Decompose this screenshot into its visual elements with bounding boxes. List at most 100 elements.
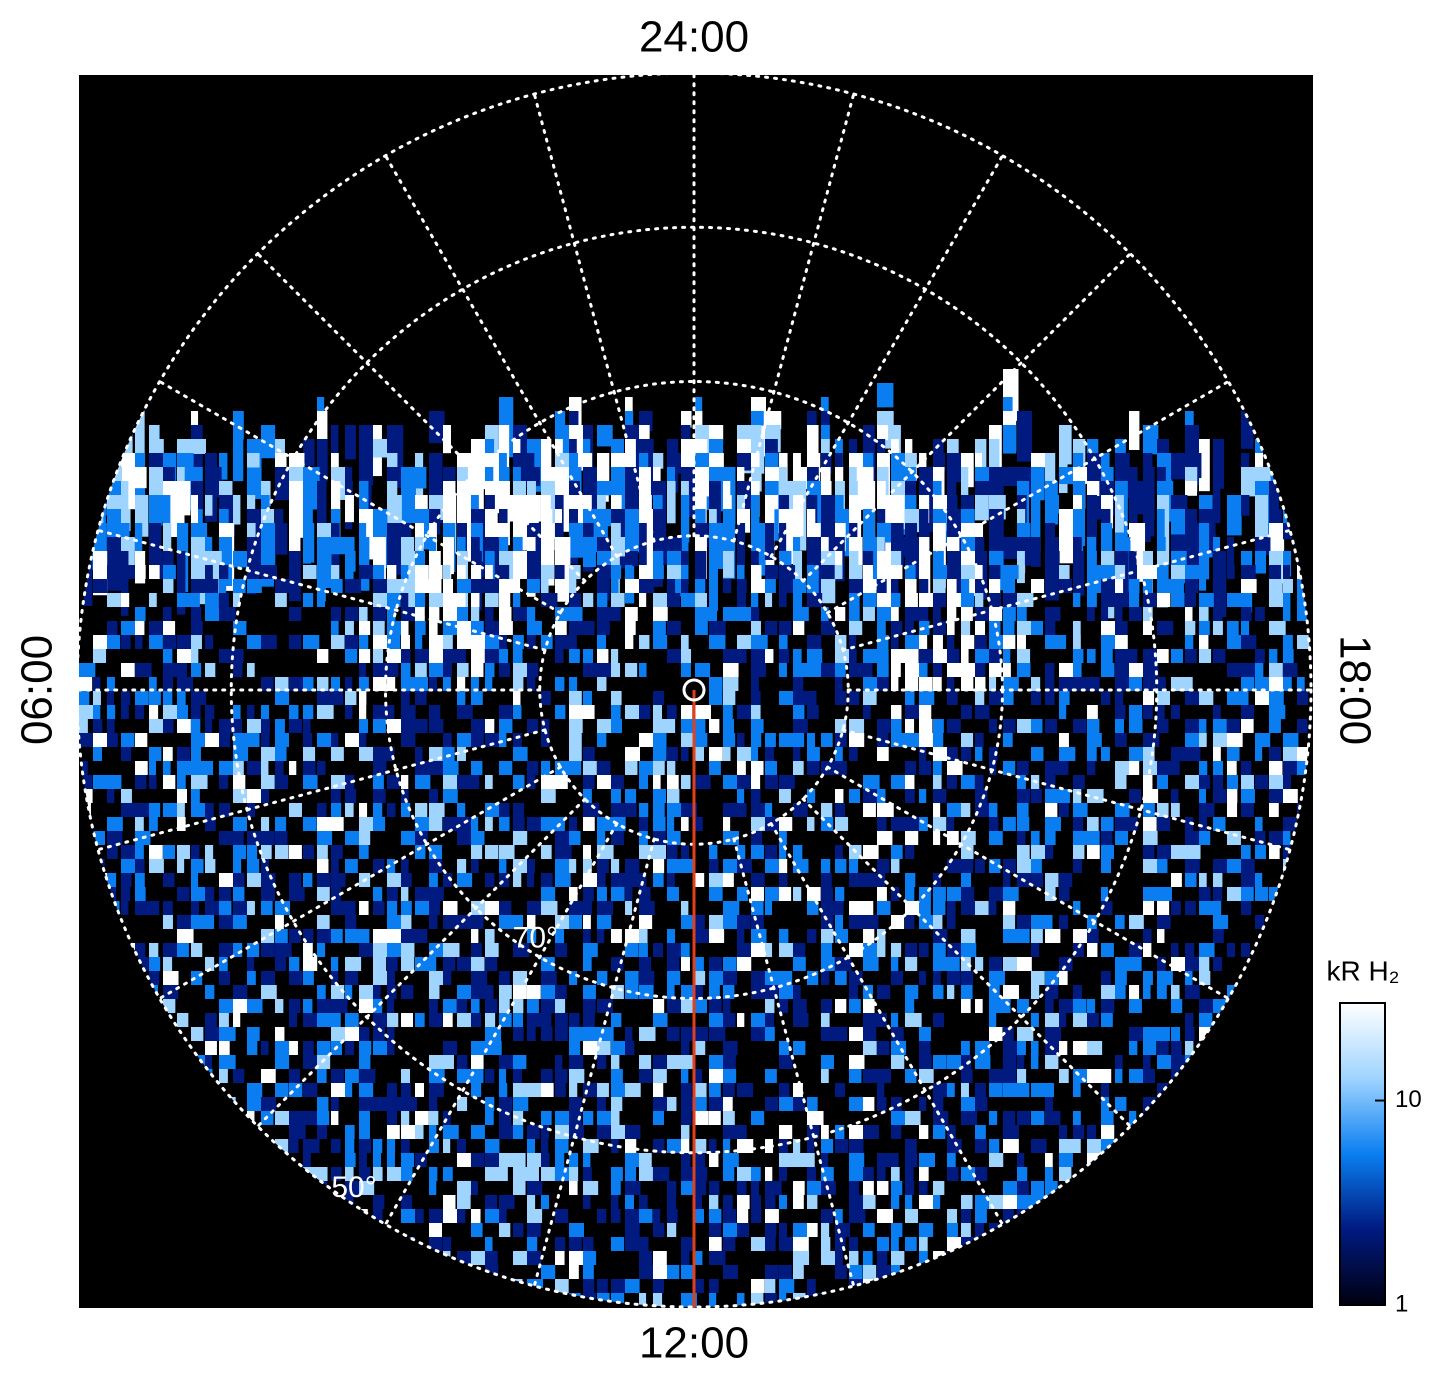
emission-pixel	[163, 663, 178, 677]
emission-pixel	[751, 677, 759, 691]
emission-pixel	[709, 1153, 719, 1167]
emission-pixel	[709, 425, 724, 441]
emission-pixel	[919, 593, 935, 607]
emission-pixel	[163, 957, 173, 971]
emission-pixel	[1045, 1083, 1054, 1097]
emission-pixel	[1129, 677, 1142, 691]
emission-pixel	[723, 607, 740, 621]
latitude-circle	[75, 71, 1313, 1309]
emission-pixel	[597, 859, 609, 873]
emission-pixel	[667, 1139, 682, 1153]
emission-pixel	[443, 733, 452, 747]
emission-pixel	[191, 495, 199, 546]
emission-pixel	[737, 845, 746, 859]
emission-pixel	[961, 803, 971, 817]
emission-pixel	[681, 957, 690, 971]
emission-pixel	[877, 565, 885, 579]
emission-pixel	[1045, 481, 1058, 496]
emission-pixel	[1171, 509, 1188, 535]
emission-pixel	[303, 537, 312, 564]
emission-pixel	[1241, 565, 1256, 579]
emission-pixel	[149, 691, 161, 705]
emission-pixel	[583, 929, 591, 943]
emission-pixel	[205, 985, 215, 999]
emission-pixel	[625, 579, 641, 593]
emission-pixel	[541, 593, 558, 607]
emission-pixel	[1045, 495, 1059, 514]
emission-pixel	[695, 747, 705, 761]
emission-pixel	[1255, 551, 1267, 574]
emission-pixel	[373, 1153, 382, 1167]
emission-pixel	[149, 705, 159, 719]
emission-pixel	[1213, 859, 1228, 873]
emission-pixel	[751, 873, 765, 887]
emission-pixel	[1115, 985, 1126, 999]
emission-pixel	[93, 831, 105, 845]
emission-pixel	[821, 1139, 834, 1153]
emission-pixel	[471, 929, 479, 943]
emission-pixel	[1213, 817, 1226, 831]
emission-pixel	[149, 719, 164, 733]
emission-pixel	[149, 775, 157, 789]
emission-pixel	[247, 1097, 263, 1111]
emission-pixel	[247, 803, 256, 817]
emission-pixel	[961, 1097, 977, 1111]
emission-pixel	[975, 1125, 986, 1139]
emission-pixel	[723, 1237, 736, 1251]
emission-pixel	[681, 845, 690, 859]
emission-pixel	[541, 1139, 549, 1153]
emission-pixel	[1241, 495, 1250, 516]
emission-pixel	[1157, 705, 1165, 719]
emission-pixel	[737, 705, 752, 719]
emission-pixel	[219, 593, 229, 607]
emission-pixel	[1255, 887, 1269, 901]
emission-pixel	[667, 887, 679, 901]
emission-pixel	[611, 1083, 628, 1097]
emission-pixel	[443, 607, 459, 621]
emission-pixel	[107, 775, 122, 789]
emission-pixel	[597, 621, 610, 635]
emission-pixel	[863, 565, 873, 579]
emission-pixel	[583, 705, 595, 719]
emission-pixel	[415, 845, 426, 859]
emission-pixel	[331, 621, 339, 635]
emission-pixel	[373, 817, 386, 831]
emission-pixel	[821, 999, 833, 1013]
emission-pixel	[779, 733, 794, 747]
emission-pixel	[317, 1013, 333, 1027]
emission-pixel	[1199, 635, 1209, 649]
emission-pixel	[289, 1041, 298, 1055]
emission-pixel	[863, 705, 871, 719]
emission-pixel	[653, 551, 664, 571]
emission-pixel	[121, 705, 129, 719]
emission-pixel	[1087, 817, 1099, 831]
emission-pixel	[1199, 831, 1211, 845]
emission-pixel	[345, 803, 354, 817]
emission-pixel	[569, 1097, 582, 1111]
emission-pixel	[975, 635, 987, 649]
emission-pixel	[835, 747, 843, 761]
emission-pixel	[891, 635, 899, 649]
emission-pixel	[737, 1139, 754, 1153]
emission-pixel	[485, 635, 501, 649]
emission-pixel	[639, 817, 649, 831]
emission-pixel	[877, 831, 893, 845]
emission-pixel	[177, 929, 194, 943]
emission-pixel	[765, 1013, 774, 1027]
emission-pixel	[177, 859, 185, 873]
emission-pixel	[821, 873, 832, 887]
emission-pixel	[695, 1195, 703, 1209]
emission-pixel	[975, 789, 988, 803]
emission-pixel	[1241, 901, 1252, 915]
emission-pixel	[275, 733, 289, 747]
emission-pixel	[919, 565, 928, 579]
emission-pixel	[975, 523, 984, 550]
emission-pixel	[79, 761, 88, 775]
emission-pixel	[583, 957, 592, 971]
emission-pixel	[471, 985, 488, 999]
emission-pixel	[793, 957, 806, 971]
emission-pixel	[555, 985, 567, 999]
emission-pixel	[205, 887, 215, 901]
emission-pixel	[751, 621, 761, 635]
emission-pixel	[1213, 719, 1227, 733]
